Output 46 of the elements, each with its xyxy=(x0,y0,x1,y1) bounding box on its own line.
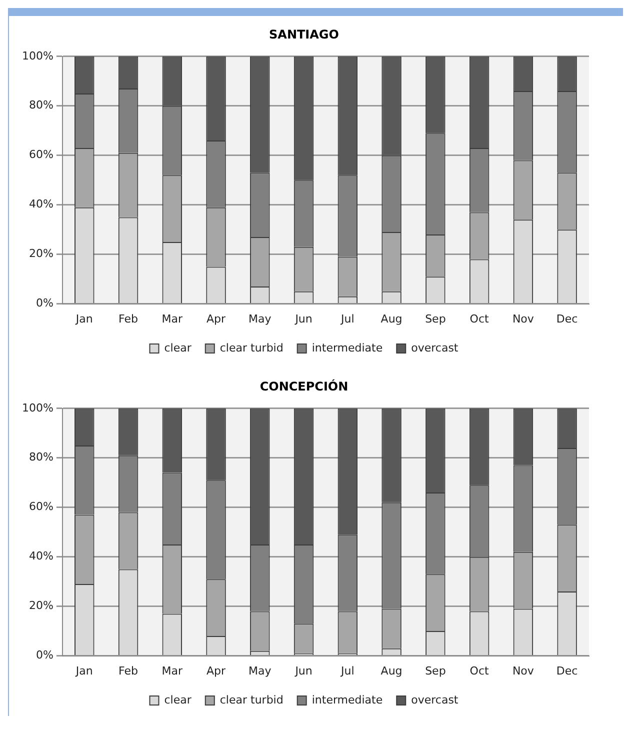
legend-label: intermediate xyxy=(312,341,383,354)
chart-title: SANTIAGO xyxy=(269,27,339,42)
legend-label: overcast xyxy=(411,693,459,706)
legend-label: clear xyxy=(164,693,192,706)
x-tick-label: Jan xyxy=(74,664,93,678)
x-tick-label: Aug xyxy=(380,312,402,326)
x-tick-label: Nov xyxy=(512,664,534,678)
y-tick-label: 20% xyxy=(28,599,54,612)
y-tick-label: 100% xyxy=(22,401,54,414)
x-tick-label: Nov xyxy=(512,312,534,326)
x-tick-label: Mar xyxy=(162,312,183,326)
y-tick-label: 0% xyxy=(36,648,54,662)
x-tick-label: May xyxy=(248,312,272,326)
legend-label: clear turbid xyxy=(220,341,284,354)
y-tick-label: 80% xyxy=(28,98,54,112)
y-tick-label: 0% xyxy=(36,296,54,310)
x-tick-label: Jul xyxy=(340,312,354,326)
x-tick-label: Sep xyxy=(425,664,446,678)
legend-label: clear turbid xyxy=(220,693,284,706)
y-tick-label: 40% xyxy=(28,550,54,563)
y-tick-label: 20% xyxy=(28,247,54,260)
x-tick-label: Jul xyxy=(340,664,354,678)
x-tick-label: Jun xyxy=(294,312,312,326)
x-tick-label: Jan xyxy=(74,312,93,326)
x-tick-label: Dec xyxy=(556,312,578,326)
x-tick-label: Oct xyxy=(470,664,490,678)
legend-label: clear xyxy=(164,341,192,354)
x-tick-label: Feb xyxy=(118,664,138,678)
x-tick-label: Sep xyxy=(425,312,446,326)
x-tick-label: Apr xyxy=(206,664,226,678)
chart-title: CONCEPCIÓN xyxy=(260,378,348,394)
x-tick-label: Dec xyxy=(556,664,578,678)
x-tick-label: Apr xyxy=(206,312,226,326)
y-tick-label: 80% xyxy=(28,450,54,464)
y-tick-label: 40% xyxy=(28,198,54,211)
x-tick-label: May xyxy=(248,664,272,678)
y-tick-label: 60% xyxy=(28,500,54,514)
x-tick-label: Aug xyxy=(380,664,402,678)
x-tick-label: Oct xyxy=(470,312,490,326)
x-tick-label: Feb xyxy=(118,312,138,326)
x-tick-label: Jun xyxy=(294,664,312,678)
y-tick-label: 100% xyxy=(22,49,54,62)
y-tick-label: 60% xyxy=(28,148,54,162)
legend-label: overcast xyxy=(411,341,459,354)
legend-label: intermediate xyxy=(312,693,383,706)
x-tick-label: Mar xyxy=(162,664,183,678)
